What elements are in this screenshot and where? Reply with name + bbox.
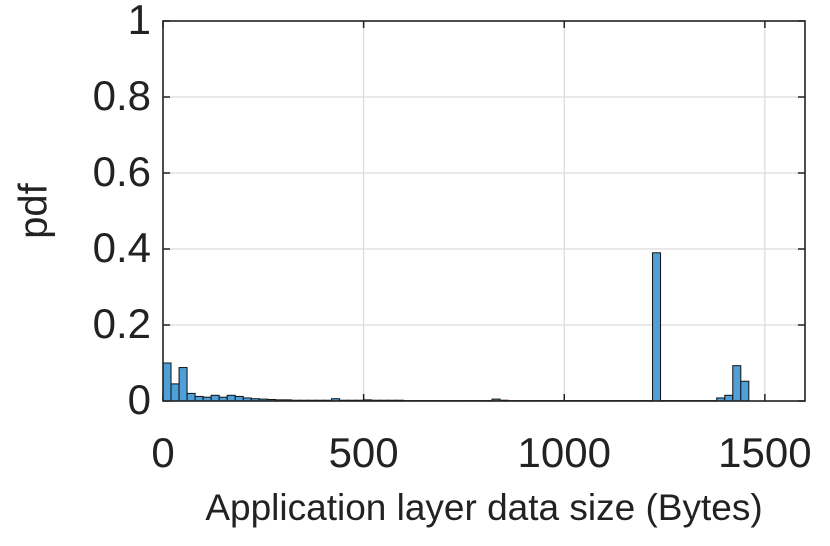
axes-box bbox=[162, 20, 806, 402]
bar bbox=[732, 365, 742, 402]
bar bbox=[724, 394, 734, 402]
bar bbox=[170, 383, 180, 402]
plot-area bbox=[163, 21, 805, 401]
bar bbox=[740, 380, 750, 402]
bar bbox=[178, 367, 188, 402]
y-tick-label: 1 bbox=[128, 0, 151, 43]
x-tick-label: 1500 bbox=[718, 429, 811, 476]
bar bbox=[210, 394, 220, 402]
y-tick-label: 0.6 bbox=[93, 148, 151, 195]
y-tick-label: 0.8 bbox=[93, 72, 151, 119]
y-tick-label: 0.2 bbox=[93, 300, 151, 347]
x-tick-label: 1000 bbox=[518, 429, 611, 476]
bar bbox=[162, 362, 172, 402]
y-axis-label: pdf bbox=[12, 182, 56, 238]
x-tick-label: 500 bbox=[329, 429, 399, 476]
bar bbox=[226, 394, 236, 402]
y-tick-label: 0.4 bbox=[93, 224, 151, 271]
bar bbox=[652, 252, 662, 402]
bar bbox=[186, 392, 196, 402]
y-tick-label: 0 bbox=[128, 376, 151, 423]
x-axis-label: Application layer data size (Bytes) bbox=[205, 487, 762, 528]
x-tick-label: 0 bbox=[151, 429, 174, 476]
